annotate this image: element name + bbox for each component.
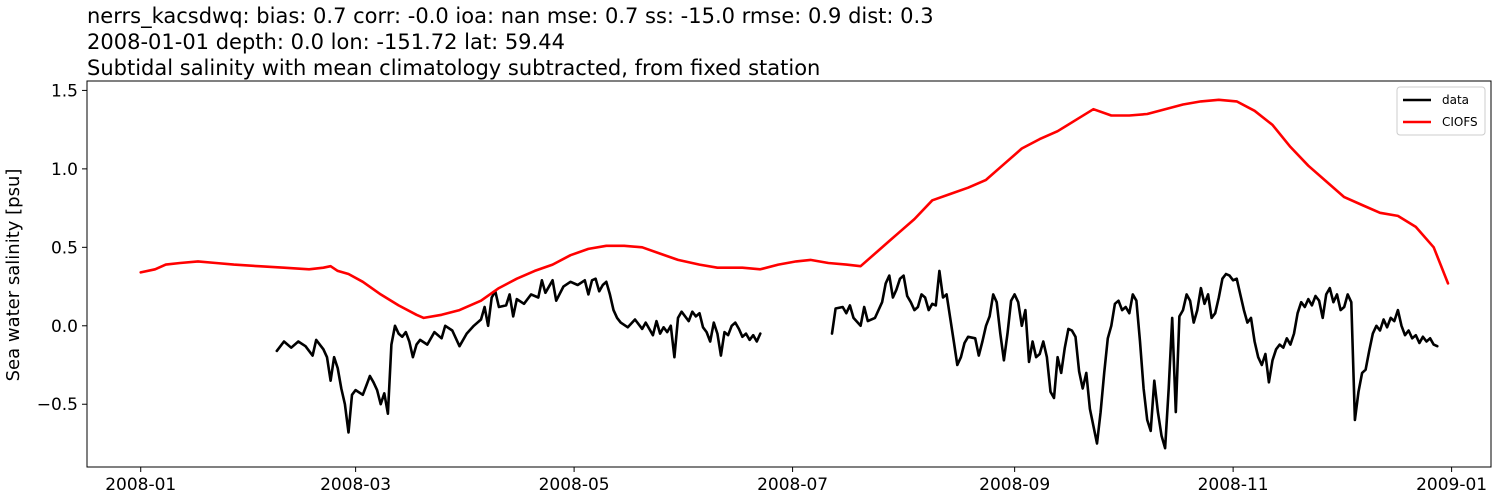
x-tick-label: 2008-11 (1198, 475, 1269, 495)
y-tick-label: 1.5 (51, 81, 78, 101)
y-tick-label: 1.0 (51, 160, 78, 180)
series-line-ciofs-1 (139, 98, 1450, 320)
x-tick-label: 2008-03 (320, 475, 391, 495)
series-line-data-1 (275, 277, 762, 434)
x-tick-label: 2009-01 (1416, 475, 1487, 495)
legend-label-ciofs: CIOFS (1442, 115, 1478, 129)
chart-title-line-1: nerrs_kacsdwq: bias: 0.7 corr: -0.0 ioa:… (87, 4, 934, 29)
legend-label-data: data (1442, 93, 1469, 107)
x-tick-label: 2008-01 (105, 475, 176, 495)
x-axis: 2008-01 2008-03 2008-05 2008-07 2008-09 2008-… (105, 467, 1487, 495)
y-axis: −0.5 0.0 0.5 1.0 1.5 (37, 81, 87, 415)
y-tick-label: 0.0 (51, 317, 78, 337)
x-tick-label: 2008-09 (979, 475, 1050, 495)
series-line-data-2 (830, 269, 1439, 450)
y-tick-label: −0.5 (37, 395, 78, 415)
plot-lines (139, 98, 1450, 450)
x-tick-label: 2008-05 (539, 475, 610, 495)
legend: data CIOFS (1396, 86, 1486, 136)
y-tick-label: 0.5 (51, 238, 78, 258)
x-tick-label: 2008-07 (757, 475, 828, 495)
chart-title: nerrs_kacsdwq: bias: 0.7 corr: -0.0 ioa:… (87, 4, 934, 80)
chart-title-line-2: 2008-01-01 depth: 0.0 lon: -151.72 lat: … (87, 30, 565, 54)
plot-frame (86, 80, 1492, 468)
y-axis-label: Sea water salinity [psu] (3, 169, 24, 382)
chart-title-line-3: Subtidal salinity with mean climatology … (87, 56, 820, 80)
